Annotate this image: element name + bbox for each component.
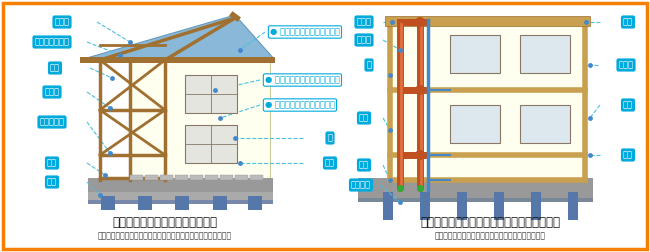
Bar — [450, 105, 500, 143]
Text: 屋根（屋根板）: 屋根（屋根板） — [34, 38, 70, 47]
Text: 小屋組: 小屋組 — [55, 17, 70, 26]
Bar — [520, 105, 570, 143]
Bar — [185, 125, 237, 163]
Bar — [205, 175, 218, 180]
Bar — [220, 175, 233, 180]
Polygon shape — [80, 15, 275, 60]
Bar — [248, 196, 262, 210]
Bar — [190, 175, 203, 180]
Circle shape — [415, 17, 425, 27]
Bar — [385, 16, 590, 26]
Bar — [420, 192, 430, 220]
Text: ● 屋根などからの雨水の浸入: ● 屋根などからの雨水の浸入 — [270, 27, 340, 37]
Text: 排水管: 排水管 — [356, 36, 372, 45]
Bar — [358, 178, 593, 198]
Bar — [138, 196, 152, 210]
Bar — [175, 175, 188, 180]
Text: 鉄筋コンクリート造（壁式工法）の共同住宅: 鉄筋コンクリート造（壁式工法）の共同住宅 — [420, 215, 560, 229]
Text: ● 外壁などからの雨水の浸入: ● 外壁などからの雨水の浸入 — [265, 101, 335, 110]
Bar — [130, 60, 270, 180]
Text: 外壁: 外壁 — [359, 113, 369, 122]
Text: 外壁: 外壁 — [325, 159, 335, 168]
Bar — [390, 22, 585, 180]
Bar — [145, 175, 158, 180]
Bar — [88, 178, 273, 196]
Text: 外壁: 外壁 — [623, 101, 633, 110]
Text: 柱: 柱 — [328, 134, 333, 142]
Bar — [250, 175, 263, 180]
Circle shape — [415, 150, 425, 160]
Bar — [88, 196, 273, 204]
Bar — [358, 192, 593, 202]
Bar — [160, 175, 173, 180]
Text: ● 開口部などからの雨水の浸入: ● 開口部などからの雨水の浸入 — [265, 76, 340, 84]
Bar — [101, 196, 115, 210]
Bar — [520, 35, 570, 73]
Text: 開口部: 開口部 — [619, 60, 634, 70]
Text: 屋根板: 屋根板 — [356, 17, 372, 26]
Bar — [457, 192, 467, 220]
Bar — [130, 175, 143, 180]
Bar — [88, 192, 273, 200]
Text: 基礎: 基礎 — [47, 177, 57, 186]
Text: 屋根: 屋根 — [623, 17, 633, 26]
Text: 床版: 床版 — [623, 150, 633, 160]
Text: 基礎: 基礎 — [359, 161, 369, 170]
Text: （例）２階建ての場合の骨組み（小屋組、軸組、床組）等の構成: （例）２階建ての場合の骨組み（小屋組、軸組、床組）等の構成 — [98, 232, 232, 240]
Bar — [383, 192, 393, 220]
Text: 木造（在来軸組工法）の戸建住宅: 木造（在来軸組工法）の戸建住宅 — [112, 215, 218, 229]
Bar — [175, 196, 189, 210]
Text: 基礎ぐい: 基礎ぐい — [351, 180, 371, 190]
Text: （例）２階建ての場合の骨組み（壁、床版）等の構成: （例）２階建ての場合の骨組み（壁、床版）等の構成 — [434, 232, 545, 240]
Bar — [80, 57, 275, 63]
Text: 横架材: 横架材 — [44, 87, 60, 97]
Bar — [185, 75, 237, 113]
Bar — [494, 192, 504, 220]
Bar — [450, 35, 500, 73]
Bar — [531, 192, 541, 220]
Bar — [213, 196, 227, 210]
Circle shape — [415, 85, 425, 95]
Text: 床（床版）: 床（床版） — [40, 117, 64, 127]
Bar — [568, 192, 578, 220]
Bar — [235, 175, 248, 180]
Text: 土台: 土台 — [47, 159, 57, 168]
Text: 壁: 壁 — [367, 60, 372, 70]
Text: 斜材: 斜材 — [50, 64, 60, 73]
